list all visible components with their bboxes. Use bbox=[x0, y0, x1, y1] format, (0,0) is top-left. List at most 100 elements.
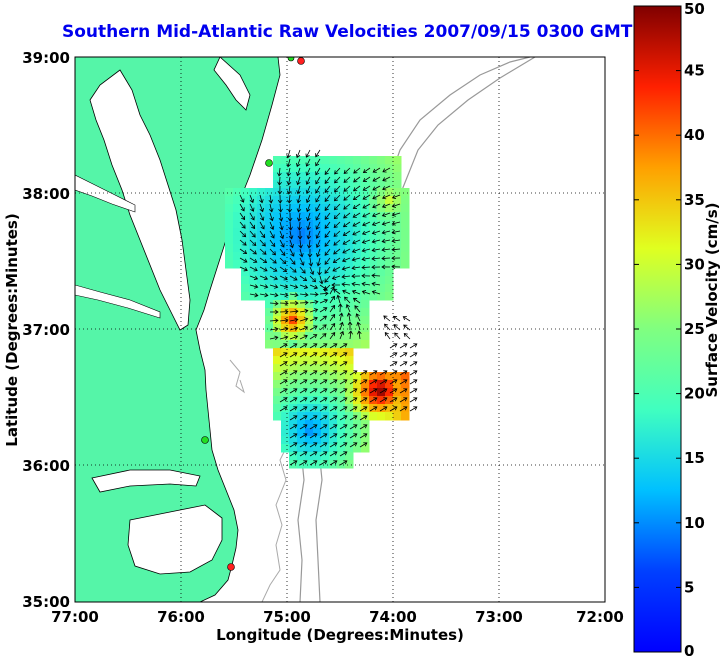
velocity-cell bbox=[289, 300, 298, 309]
velocity-arrow bbox=[351, 257, 361, 262]
velocity-arrow bbox=[339, 330, 345, 340]
velocity-cell bbox=[337, 364, 346, 373]
velocity-cell bbox=[361, 292, 370, 301]
velocity-cell bbox=[385, 228, 394, 237]
velocity-cell bbox=[313, 244, 322, 253]
velocity-cell bbox=[273, 244, 282, 253]
velocity-cell bbox=[401, 396, 410, 405]
velocity-arrow bbox=[333, 212, 341, 220]
velocity-cell bbox=[305, 236, 314, 245]
velocity-arrow bbox=[371, 230, 381, 235]
colorbar-tick-label: 40 bbox=[684, 126, 705, 144]
velocity-cell bbox=[393, 188, 402, 197]
velocity-arrow bbox=[381, 238, 391, 244]
velocity-arrow bbox=[372, 203, 381, 209]
velocity-cell bbox=[297, 276, 306, 285]
velocity-cell bbox=[377, 188, 386, 197]
velocity-cell bbox=[297, 196, 306, 205]
velocity-cell bbox=[337, 324, 346, 333]
velocity-cell bbox=[265, 244, 274, 253]
velocity-cell bbox=[329, 228, 338, 237]
velocity-arrow bbox=[279, 266, 288, 273]
velocity-arrow bbox=[239, 194, 245, 203]
lon-tick-label: 76:00 bbox=[157, 608, 205, 626]
velocity-cell bbox=[353, 180, 362, 189]
velocity-arrow bbox=[381, 264, 391, 270]
velocity-cell bbox=[337, 180, 346, 189]
y-axis-label: Latitude (Degrees:Minutes) bbox=[3, 213, 21, 447]
velocity-arrow bbox=[259, 203, 264, 213]
velocity-cell bbox=[305, 196, 314, 205]
velocity-arrow bbox=[319, 433, 328, 439]
velocity-cell bbox=[377, 244, 386, 253]
velocity-cell bbox=[305, 180, 314, 189]
velocity-arrow bbox=[409, 379, 418, 385]
velocity-cell bbox=[281, 324, 290, 333]
velocity-cell bbox=[281, 300, 290, 309]
velocity-arrow bbox=[288, 221, 293, 231]
velocity-cell bbox=[321, 364, 330, 373]
velocity-cell bbox=[281, 308, 290, 317]
velocity-arrow bbox=[259, 284, 269, 289]
velocity-cell bbox=[401, 388, 410, 397]
velocity-arrow bbox=[289, 257, 296, 265]
velocity-cell bbox=[241, 244, 250, 253]
velocity-arrow bbox=[249, 230, 256, 238]
velocity-cell bbox=[385, 180, 394, 189]
velocity-arrow bbox=[381, 212, 391, 217]
latitude-ticks: 35:00 36:00 37:00 38:00 39:00 bbox=[22, 49, 70, 611]
velocity-cell bbox=[345, 292, 354, 301]
velocity-cell bbox=[393, 260, 402, 269]
velocity-arrow bbox=[269, 301, 279, 306]
velocity-arrow bbox=[329, 295, 335, 304]
velocity-arrow bbox=[394, 332, 401, 340]
velocity-cell bbox=[345, 260, 354, 269]
velocity-arrow bbox=[309, 343, 318, 349]
velocity-cell bbox=[249, 260, 258, 269]
velocity-arrow bbox=[389, 397, 398, 403]
velocity-cell bbox=[265, 268, 274, 277]
velocity-arrow bbox=[349, 415, 358, 421]
velocity-arrow bbox=[298, 239, 303, 249]
velocity-cell bbox=[329, 220, 338, 229]
velocity-arrow bbox=[329, 343, 338, 349]
velocity-cell bbox=[385, 412, 394, 421]
velocity-arrow bbox=[309, 275, 317, 283]
velocity-cell bbox=[225, 228, 234, 237]
velocity-arrow bbox=[315, 176, 321, 185]
velocity-cell bbox=[329, 460, 338, 469]
velocity-cell bbox=[321, 156, 330, 165]
velocity-cell bbox=[393, 252, 402, 261]
velocity-cell bbox=[345, 460, 354, 469]
velocity-cell bbox=[273, 364, 282, 373]
velocity-cell bbox=[297, 236, 306, 245]
velocity-cell bbox=[353, 220, 362, 229]
velocity-arrow bbox=[299, 292, 309, 297]
velocity-cell bbox=[385, 220, 394, 229]
velocity-arrow bbox=[324, 185, 331, 193]
velocity-cell bbox=[281, 196, 290, 205]
chesapeake-bay bbox=[89, 69, 191, 331]
velocity-arrow bbox=[372, 176, 381, 182]
velocity-cell bbox=[281, 212, 290, 221]
velocity-cell bbox=[401, 196, 410, 205]
velocity-cell bbox=[249, 188, 258, 197]
velocity-cell bbox=[313, 236, 322, 245]
velocity-arrow bbox=[362, 203, 371, 209]
velocity-cell bbox=[289, 212, 298, 221]
velocity-cell bbox=[241, 284, 250, 293]
velocity-cell bbox=[297, 420, 306, 429]
velocity-cell bbox=[401, 252, 410, 261]
velocity-cell bbox=[329, 300, 338, 309]
velocity-cell bbox=[289, 204, 298, 213]
velocity-cell bbox=[241, 188, 250, 197]
velocity-arrow bbox=[359, 388, 368, 394]
velocity-arrow bbox=[333, 221, 341, 229]
velocity-arrow bbox=[324, 248, 331, 256]
velocity-cell bbox=[361, 260, 370, 269]
velocity-cell bbox=[385, 396, 394, 405]
velocity-arrow bbox=[279, 292, 289, 298]
velocity-arrow bbox=[299, 343, 308, 349]
velocity-arrow bbox=[343, 185, 351, 192]
velocity-cell bbox=[369, 268, 378, 277]
